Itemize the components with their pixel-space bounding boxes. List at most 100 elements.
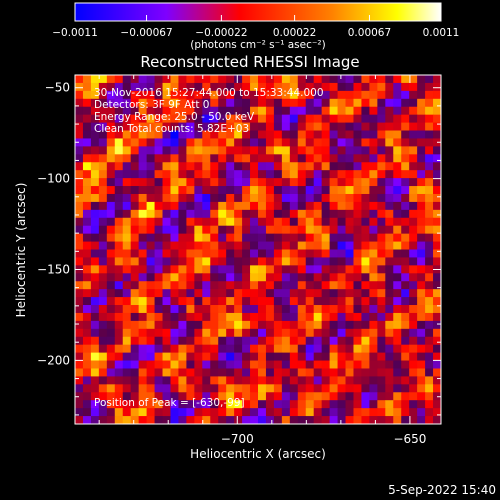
heatmap-cell bbox=[369, 336, 378, 346]
heatmap-cell bbox=[146, 233, 155, 242]
heatmap-cell bbox=[130, 352, 140, 361]
heatmap-cell bbox=[313, 384, 323, 393]
heatmap-cell bbox=[130, 281, 140, 290]
heatmap-cell bbox=[297, 305, 307, 314]
heatmap-cell bbox=[250, 162, 259, 171]
heatmap-cell bbox=[130, 305, 140, 314]
heatmap-cell bbox=[393, 122, 402, 131]
heatmap-cell bbox=[250, 186, 259, 195]
heatmap-cell bbox=[114, 146, 124, 155]
heatmap-cell bbox=[361, 297, 370, 306]
heatmap-cell bbox=[289, 257, 299, 266]
heatmap-cell bbox=[146, 344, 155, 354]
heatmap-cell bbox=[186, 193, 195, 203]
heatmap-cell bbox=[393, 193, 402, 203]
heatmap-cell bbox=[361, 273, 370, 282]
heatmap-cell bbox=[162, 320, 171, 330]
heatmap-cell bbox=[178, 209, 187, 219]
heatmap-cell bbox=[258, 162, 267, 171]
heatmap-cell bbox=[178, 170, 187, 179]
heatmap-cell bbox=[361, 178, 370, 187]
heatmap-cell bbox=[90, 416, 100, 424]
heatmap-cell bbox=[337, 249, 346, 258]
heatmap-cell bbox=[178, 336, 187, 346]
heatmap-cell bbox=[345, 146, 354, 155]
heatmap-cell bbox=[329, 408, 338, 417]
heatmap-cell bbox=[337, 376, 346, 385]
heatmap-cell bbox=[273, 193, 283, 203]
heatmap-cell bbox=[433, 98, 441, 108]
heatmap-cell bbox=[90, 98, 100, 108]
heatmap-cell bbox=[186, 384, 195, 393]
heatmap-cell bbox=[106, 281, 116, 290]
heatmap-cell bbox=[353, 146, 362, 155]
heatmap-cell bbox=[337, 392, 346, 401]
heatmap-cell bbox=[258, 360, 267, 369]
heatmap-cell bbox=[218, 75, 227, 84]
heatmap-cell bbox=[82, 360, 92, 369]
heatmap-cell bbox=[393, 249, 402, 258]
heatmap-cell bbox=[218, 186, 227, 195]
heatmap-cell bbox=[250, 98, 259, 108]
heatmap-cell bbox=[194, 249, 203, 258]
heatmap-cell bbox=[210, 186, 219, 195]
heatmap-cell bbox=[273, 281, 283, 290]
heatmap-cell bbox=[250, 130, 259, 139]
heatmap-cell bbox=[210, 360, 219, 369]
heatmap-cell bbox=[178, 75, 187, 84]
heatmap-cell bbox=[401, 344, 410, 354]
heatmap-cell bbox=[401, 297, 410, 306]
heatmap-cell bbox=[226, 392, 235, 401]
heatmap-cell bbox=[75, 170, 84, 179]
heatmap-cell bbox=[98, 201, 108, 211]
heatmap-cell bbox=[202, 178, 211, 187]
heatmap-cell bbox=[273, 400, 283, 409]
heatmap-cell bbox=[401, 106, 410, 116]
heatmap-cell bbox=[146, 162, 155, 171]
heatmap-cell bbox=[138, 408, 148, 417]
heatmap-cell bbox=[385, 82, 394, 92]
heatmap-cell bbox=[377, 217, 386, 227]
heatmap-cell bbox=[265, 170, 275, 179]
heatmap-cell bbox=[226, 376, 235, 385]
heatmap-cell bbox=[146, 305, 155, 314]
heatmap-cell bbox=[154, 368, 163, 377]
heatmap-cell bbox=[329, 384, 338, 393]
heatmap-cell bbox=[417, 225, 426, 235]
heatmap-cell bbox=[401, 312, 410, 322]
heatmap-cell bbox=[154, 289, 163, 298]
heatmap-cell bbox=[369, 106, 378, 116]
heatmap-cell bbox=[138, 106, 148, 116]
heatmap-cell bbox=[90, 138, 100, 147]
heatmap-cell bbox=[329, 328, 338, 338]
heatmap-cell bbox=[170, 416, 179, 424]
heatmap-cell bbox=[417, 170, 426, 179]
heatmap-cell bbox=[186, 130, 195, 139]
heatmap-cell bbox=[162, 154, 171, 163]
heatmap-cell bbox=[425, 392, 434, 401]
heatmap-cell bbox=[106, 186, 116, 195]
heatmap-cell bbox=[186, 82, 195, 92]
heatmap-cell bbox=[425, 328, 434, 338]
heatmap-cell bbox=[273, 368, 283, 377]
heatmap-cell bbox=[130, 154, 140, 163]
heatmap-cell bbox=[353, 114, 362, 123]
heatmap-cell bbox=[385, 320, 394, 330]
heatmap-cell bbox=[114, 328, 124, 338]
heatmap-cell bbox=[138, 209, 148, 219]
heatmap-cell bbox=[345, 114, 354, 123]
heatmap-cell bbox=[106, 114, 116, 123]
heatmap-cell bbox=[98, 281, 108, 290]
heatmap-cell bbox=[337, 265, 346, 274]
heatmap-cell bbox=[146, 368, 155, 377]
heatmap-cell bbox=[401, 257, 410, 266]
heatmap-cell bbox=[146, 281, 155, 290]
heatmap-cell bbox=[265, 114, 275, 123]
chart-title: Reconstructed RHESSI Image bbox=[140, 53, 359, 71]
heatmap-cell bbox=[202, 233, 211, 242]
heatmap-cell bbox=[170, 217, 179, 227]
heatmap-cell bbox=[369, 217, 378, 227]
heatmap-cell bbox=[345, 320, 354, 330]
heatmap-cell bbox=[361, 193, 370, 203]
heatmap-cell bbox=[289, 344, 299, 354]
